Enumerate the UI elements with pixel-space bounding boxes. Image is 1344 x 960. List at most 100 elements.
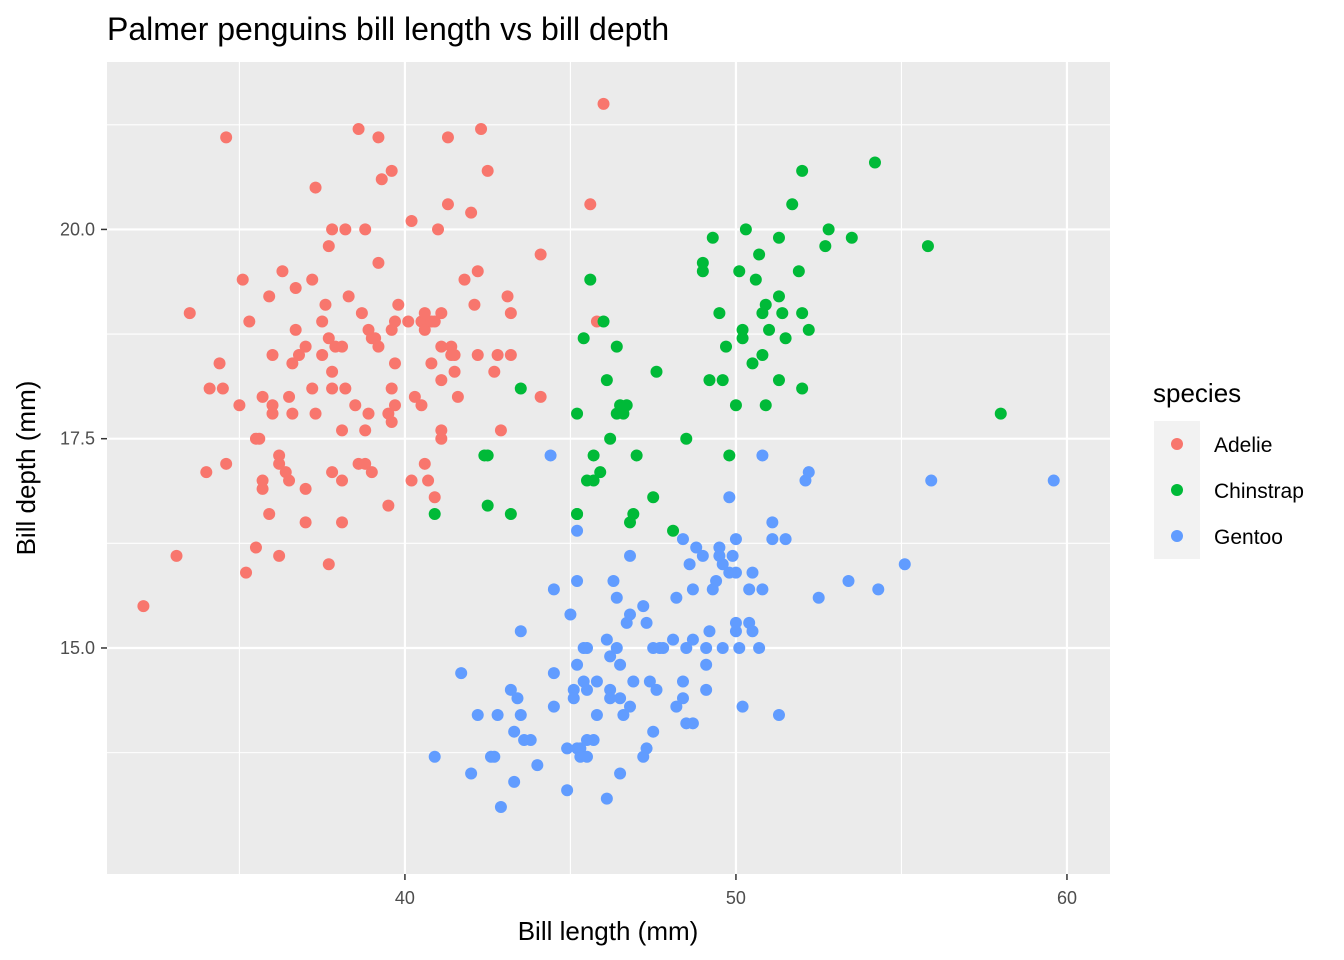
data-point [614,658,627,671]
data-point [504,307,517,320]
data-point [359,223,372,236]
y-tick-label: 20.0 [60,219,95,239]
data-point [779,533,792,546]
data-point [640,616,653,629]
data-point [326,382,339,395]
data-point [471,708,484,721]
data-point [729,399,742,412]
x-tick-label: 50 [726,888,746,908]
data-point [435,432,448,445]
data-point [385,415,398,428]
data-point [561,784,574,797]
data-point [372,131,385,144]
data-point [349,399,362,412]
data-point [733,265,746,278]
legend-marker [1171,530,1183,542]
legend-label: Gentoo [1214,526,1283,549]
data-point [534,390,547,403]
data-point [465,206,478,219]
data-point [514,382,527,395]
data-point [326,223,339,236]
data-point [746,625,759,638]
data-point [577,332,590,345]
data-point [703,625,716,638]
data-point [372,340,385,353]
data-point [286,357,299,370]
data-point [723,449,736,462]
data-point [220,457,233,470]
data-point [743,583,756,596]
data-point [620,399,633,412]
data-point [405,215,418,228]
data-points [137,97,1060,814]
data-point [580,641,593,654]
data-point [322,332,335,345]
data-point [676,675,689,688]
data-point [504,683,517,696]
data-point [650,365,663,378]
data-point [736,332,749,345]
data-point [872,583,885,596]
data-point [796,307,809,320]
data-point [266,348,279,361]
data-point [686,717,699,730]
data-point [590,675,603,688]
data-point [534,248,547,261]
data-point [594,466,607,479]
data-point [306,382,319,395]
data-point [749,273,762,286]
data-point [736,323,749,336]
data-point [574,742,587,755]
data-point [706,231,719,244]
data-point [713,541,726,554]
data-point [571,508,584,521]
data-point [812,591,825,604]
data-point [435,307,448,320]
data-point [402,315,415,328]
data-point [580,750,593,763]
data-point [418,323,431,336]
data-point [435,424,448,437]
data-point [372,256,385,269]
data-point [471,265,484,278]
data-point [425,357,438,370]
data-point [405,474,418,487]
data-point [365,466,378,479]
data-point [716,641,729,654]
data-point [336,424,349,437]
data-point [256,390,269,403]
data-point [249,541,262,554]
data-point [597,97,610,110]
data-point [564,608,577,621]
data-point [216,382,229,395]
data-point [326,365,339,378]
data-point [624,700,637,713]
data-point [408,390,421,403]
data-point [283,474,296,487]
data-point [772,708,785,721]
data-point [432,223,445,236]
data-point [491,348,504,361]
data-point [514,708,527,721]
data-point [696,265,709,278]
data-point [766,516,779,529]
data-point [729,533,742,546]
data-point [925,474,938,487]
data-point [772,374,785,387]
data-point [845,231,858,244]
data-point [243,315,256,328]
data-point [299,340,312,353]
data-point [763,323,776,336]
data-point [729,616,742,629]
data-point [531,759,544,772]
data-point [604,683,617,696]
data-point [508,725,521,738]
data-point [451,390,464,403]
data-point [339,382,352,395]
data-point [676,533,689,546]
data-point [571,524,584,537]
data-point [428,491,441,504]
data-point [643,675,656,688]
data-point [428,750,441,763]
data-point [680,641,693,654]
